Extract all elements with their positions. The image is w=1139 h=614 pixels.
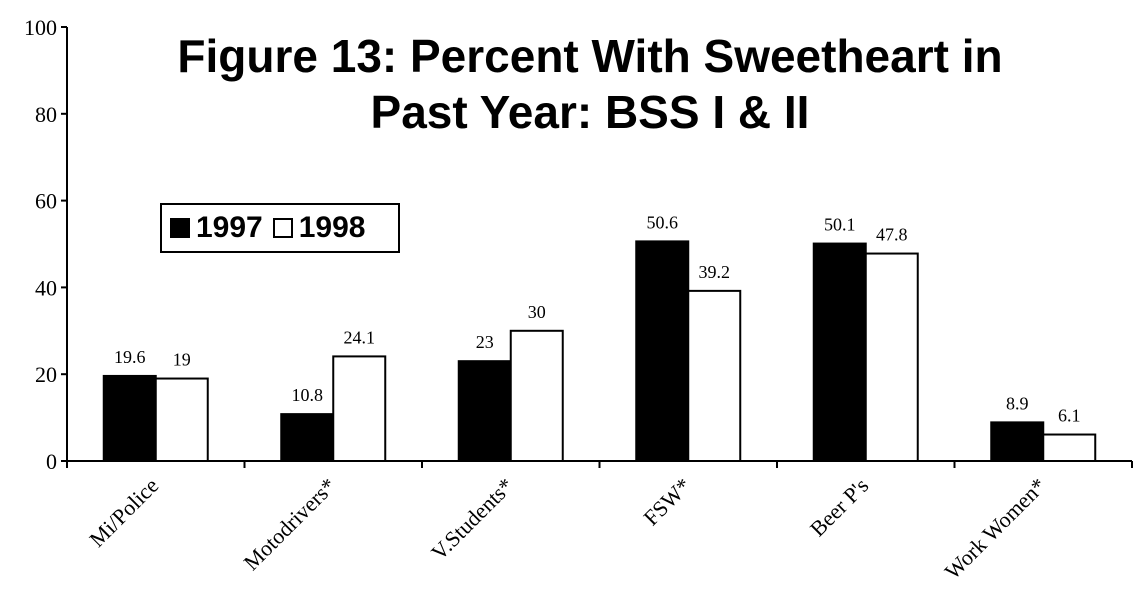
- y-tick-label: 100: [24, 15, 57, 40]
- legend-swatch-1997: [170, 218, 190, 238]
- legend: 1997 1998: [160, 203, 400, 253]
- bars: [102, 240, 1097, 463]
- bar-1997: [635, 240, 690, 462]
- y-tick-label: 60: [35, 189, 57, 214]
- bar-1998: [332, 355, 387, 463]
- bar-1997: [457, 360, 512, 462]
- data-label-1997: 8.9: [1006, 393, 1029, 413]
- bar-1997: [102, 374, 157, 463]
- data-label-1998: 6.1: [1058, 406, 1081, 426]
- legend-label-1997: 1997: [196, 211, 263, 244]
- bar-1998: [509, 329, 564, 462]
- data-label-1998: 47.8: [876, 225, 908, 245]
- bar-1997: [812, 242, 867, 462]
- category-label: FSW*: [638, 473, 695, 530]
- bar-1998: [864, 252, 919, 462]
- data-label-1997: 50.1: [824, 215, 856, 235]
- data-label-1998: 39.2: [699, 262, 731, 282]
- data-label-1997: 19.6: [114, 347, 146, 367]
- category-label: Mi/Police: [84, 473, 163, 552]
- chart-title: Figure 13: Percent With Sweetheart in Pa…: [90, 28, 1090, 140]
- legend-swatch-1998: [272, 218, 293, 238]
- y-tick-label: 0: [46, 449, 57, 474]
- data-label-1998: 30: [528, 302, 546, 322]
- bar-1998: [687, 289, 742, 463]
- legend-item-1997: 1997: [170, 211, 263, 245]
- bar-1997: [280, 413, 335, 462]
- bar-1998: [154, 377, 209, 463]
- category-label: V.Students*: [426, 473, 518, 565]
- data-label-1998: 19: [173, 350, 191, 370]
- axes: 0 20 40 60 80 100: [24, 15, 1133, 474]
- bar-1997: [990, 421, 1045, 462]
- data-label-1998: 24.1: [344, 327, 376, 347]
- chart-title-line-1: Figure 13: Percent With Sweetheart in: [177, 30, 1003, 82]
- y-tick-label: 40: [35, 275, 57, 300]
- data-label-1997: 50.6: [647, 212, 679, 232]
- legend-label-1998: 1998: [298, 211, 366, 244]
- category-label: Work Women*: [940, 473, 1051, 584]
- data-label-1997: 23: [476, 332, 494, 352]
- y-tick-label: 20: [35, 362, 57, 387]
- category-label: Motodrivers*: [238, 473, 340, 575]
- legend-item-1998: 1998: [272, 211, 366, 245]
- y-tick-label: 80: [35, 102, 57, 127]
- bar-1998: [1042, 433, 1097, 462]
- category-label: Beer P's: [805, 473, 873, 541]
- data-label-1997: 10.8: [292, 385, 324, 405]
- chart-title-line-2: Past Year: BSS I & II: [370, 86, 810, 138]
- labels: 19.6 19 Mi/Police 10.8 24.1 Motodrivers* 23 30 V…: [84, 212, 1080, 584]
